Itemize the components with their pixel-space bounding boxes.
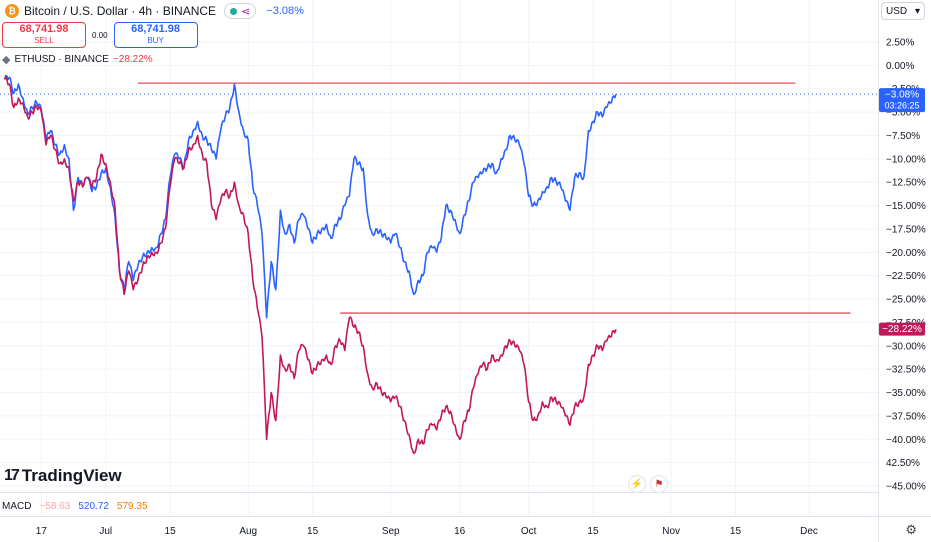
x-tick-label: 15 <box>307 526 319 537</box>
macd-legend[interactable]: MACD −58.63 520.72 579.35 <box>2 501 148 512</box>
y-tick-label: −40.00% <box>886 435 926 446</box>
y-tick-label: −30.00% <box>886 341 926 352</box>
spread-value: 0.00 <box>92 30 108 40</box>
x-tick-label: 16 <box>454 526 466 537</box>
y-tick-label: −17.50% <box>886 224 926 235</box>
y-tick-label: 0.00% <box>886 61 914 72</box>
y-tick-label: −35.00% <box>886 388 926 399</box>
lightning-event-icon[interactable]: ⚡ <box>628 475 646 493</box>
ethereum-icon: ◆ <box>2 54 11 66</box>
resistance-lines[interactable] <box>0 82 878 314</box>
x-tick-label: Aug <box>239 526 257 537</box>
market-status[interactable]: ⋖ <box>224 3 257 19</box>
macd-label: MACD <box>2 501 32 512</box>
x-tick-label: 15 <box>165 526 177 537</box>
bar-countdown-text: 03:26:25 <box>884 101 919 111</box>
x-tick-label: Sep <box>382 526 400 537</box>
y-tick-label: −15.00% <box>886 201 926 212</box>
sell-button[interactable]: 68,741.98 SELL <box>2 22 86 48</box>
macd-signal-value: 579.35 <box>116 501 148 512</box>
y-tick-label: −32.50% <box>886 365 926 376</box>
currency-label: USD <box>886 5 908 17</box>
tradingview-logo[interactable]: 17 TradingView <box>4 466 122 486</box>
sell-label: SELL <box>34 36 54 45</box>
series-lines <box>3 74 617 455</box>
compare-legend[interactable]: ◆ ETHUSD · BINANCE −28.22% <box>2 53 153 66</box>
event-markers: ⚡ ⚑ <box>628 475 668 493</box>
y-tick-label: −20.00% <box>886 248 926 259</box>
symbol-title[interactable]: Bitcoin / U.S. Dollar · 4h · BINANCE <box>24 4 217 18</box>
y-tick-label: −10.00% <box>886 154 926 165</box>
y-tick-label: 2.50% <box>886 38 914 49</box>
x-tick-label: Nov <box>662 526 680 537</box>
y-tick-label: −22.50% <box>886 271 926 282</box>
symbol-change: −3.08% <box>266 5 304 17</box>
y-tick-label: −12.50% <box>886 178 926 189</box>
bitcoin-icon: ₿ <box>5 4 19 18</box>
macd-line-value: 520.72 <box>78 501 109 512</box>
x-tick-label: 17 <box>36 526 48 537</box>
gear-icon[interactable]: ⚙ <box>905 522 917 537</box>
x-tick-label: Jul <box>99 526 112 537</box>
brand-name: TradingView <box>21 466 122 485</box>
grid <box>0 0 878 516</box>
market-open-dot-icon <box>230 7 238 15</box>
compare-change: −28.22% <box>112 54 153 65</box>
trade-buttons: 68,741.98 SELL 0.00 68,741.98 BUY <box>2 22 198 48</box>
sell-price: 68,741.98 <box>19 23 69 35</box>
x-tick-label: 15 <box>730 526 742 537</box>
y-tick-label: −45.00% <box>886 482 926 493</box>
y-tick-label: −5.00% <box>886 108 920 119</box>
buy-label: BUY <box>147 36 164 45</box>
eth-series-line <box>3 76 617 455</box>
chevron-down-icon: ▾ <box>914 5 920 17</box>
y-tick-label: −37.50% <box>886 411 926 422</box>
eth-last-value-badge <box>879 322 925 336</box>
y-tick-label: −25.00% <box>886 295 926 306</box>
tradingview-logo-icon: 17 <box>4 467 20 484</box>
buy-button[interactable]: 68,741.98 BUY <box>113 22 198 48</box>
eth-last-value-text: −28.22% <box>882 324 922 335</box>
x-tick-label: Dec <box>800 526 818 537</box>
x-tick-label: Oct <box>521 526 537 537</box>
macd-histogram-value: −58.63 <box>39 501 71 512</box>
y-tick-label: −7.50% <box>886 131 920 142</box>
btc-last-value-text: −3.08% <box>885 90 919 101</box>
share-icon: ⋖ <box>241 5 251 18</box>
btc-last-value-badge <box>879 88 925 113</box>
symbol-header: ₿ Bitcoin / U.S. Dollar · 4h · BINANCE ⋖… <box>0 0 304 22</box>
us-flag-event-icon[interactable]: ⚑ <box>650 475 668 493</box>
compare-symbol: ETHUSD · BINANCE <box>14 54 109 65</box>
last-value-labels: −3.08%03:26:25 −28.22% <box>879 88 925 336</box>
x-tick-label: 15 <box>587 526 599 537</box>
buy-price: 68,741.98 <box>131 23 181 35</box>
currency-selector[interactable]: USD ▾ <box>881 2 925 20</box>
y-tick-label: 42.50% <box>886 458 920 469</box>
